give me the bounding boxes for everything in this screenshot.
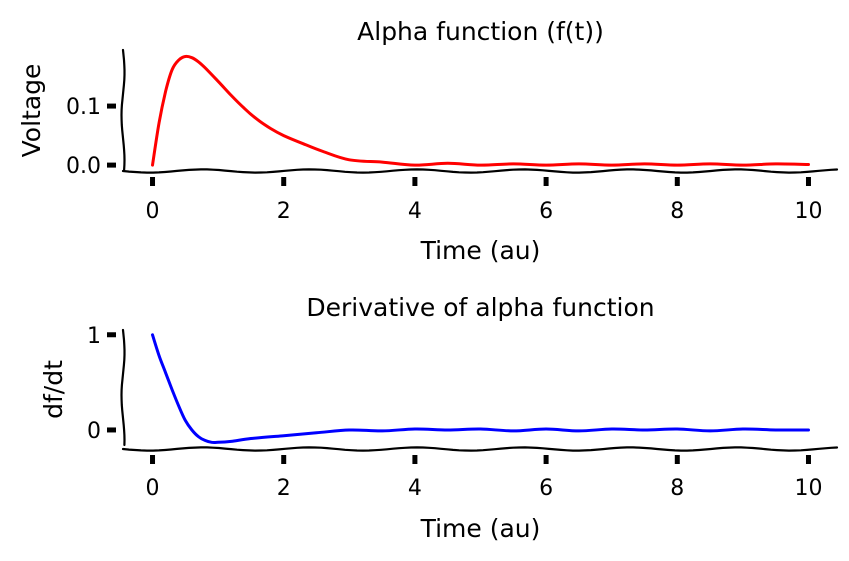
x-tick-label: 2 xyxy=(277,476,291,501)
alpha-function-line xyxy=(151,54,810,167)
x-tick-label: 2 xyxy=(277,199,291,224)
y-axis-spine xyxy=(120,328,126,447)
x-axis-spine xyxy=(121,168,839,174)
y-axis-spine xyxy=(120,48,126,172)
x-axis-spine xyxy=(121,446,839,452)
derivative-line xyxy=(151,333,810,445)
x-tick-label: 8 xyxy=(670,476,684,501)
alpha-function-chart: Alpha function (f(t)) 0 2 4 6 8 10 0.0 0.1 Time (… xyxy=(17,17,839,265)
x-tick-label: 4 xyxy=(408,476,422,501)
x-tick-label: 0 xyxy=(146,476,160,501)
x-tick-label: 6 xyxy=(539,476,553,501)
chart-title: Alpha function (f(t)) xyxy=(357,17,604,46)
x-tick-label: 8 xyxy=(670,199,684,224)
x-tick-label: 4 xyxy=(408,199,422,224)
x-tick-label: 0 xyxy=(146,199,160,224)
x-tick-label: 10 xyxy=(794,476,822,501)
chart-title: Derivative of alpha function xyxy=(306,293,654,322)
derivative-chart: Derivative of alpha function 0 2 4 6 8 10 0 1 Tim… xyxy=(39,293,839,543)
y-tick-label: 0.0 xyxy=(66,154,101,179)
x-axis-label: Time (au) xyxy=(420,236,541,265)
y-tick-label: 1 xyxy=(87,324,101,349)
y-tick-label: 0 xyxy=(87,419,101,444)
y-axis-label: df/dt xyxy=(39,360,68,419)
x-tick-label: 10 xyxy=(794,199,822,224)
y-axis-label: Voltage xyxy=(17,64,46,158)
y-tick-label: 0.1 xyxy=(66,95,101,120)
x-axis-label: Time (au) xyxy=(420,514,541,543)
x-tick-label: 6 xyxy=(539,199,553,224)
